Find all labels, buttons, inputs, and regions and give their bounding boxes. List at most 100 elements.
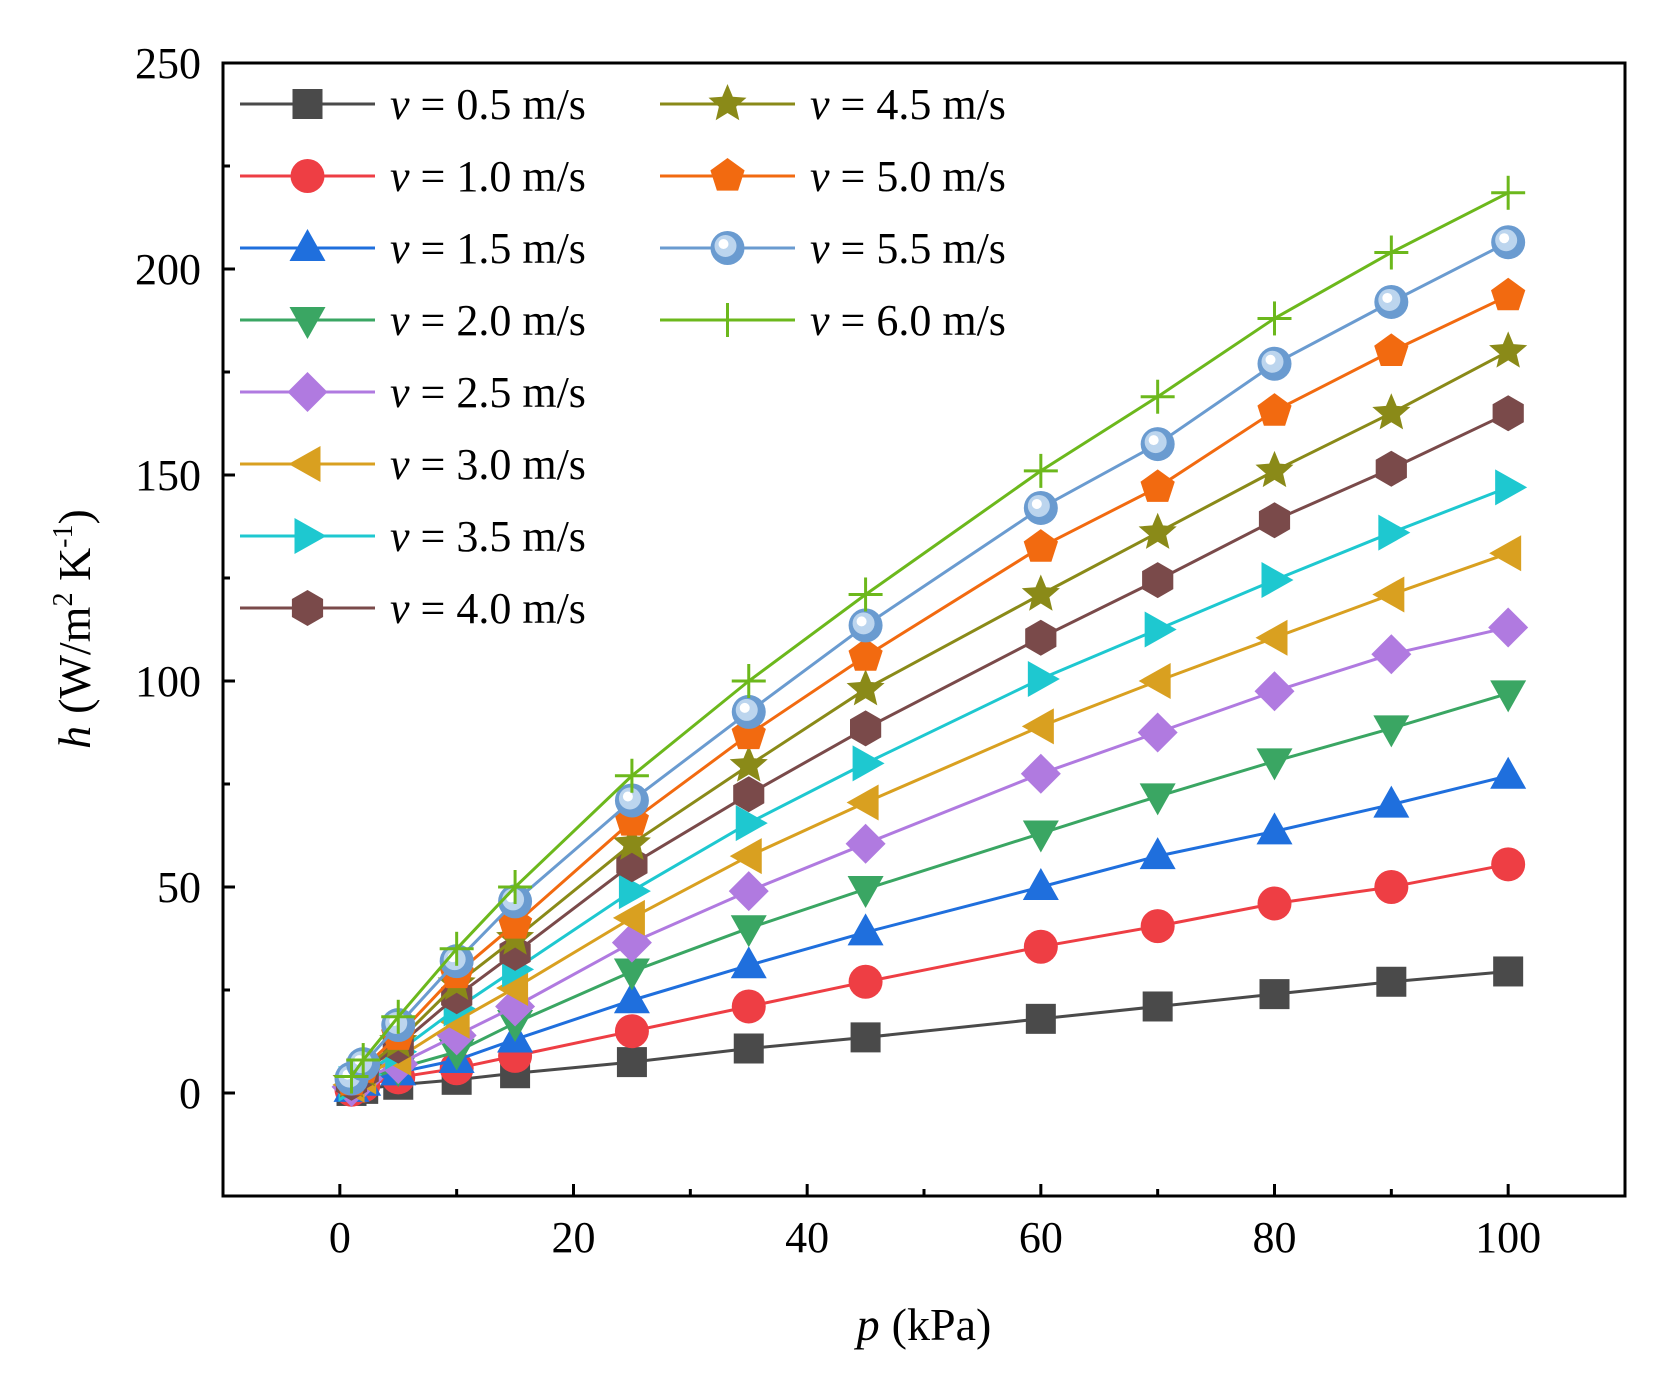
- data-point: [1138, 512, 1177, 549]
- legend-marker: [287, 372, 328, 412]
- legend-v-symbol: v: [390, 368, 410, 417]
- sphere-marker-highlight: [739, 702, 750, 713]
- data-point: [1023, 529, 1058, 562]
- data-point: [1023, 490, 1058, 525]
- data-point: [1142, 562, 1174, 599]
- data-point: [1025, 619, 1057, 656]
- x-axis-symbol: p: [854, 1299, 880, 1350]
- data-point: [1140, 427, 1175, 462]
- data-point: [1490, 756, 1527, 789]
- y-tick-label: 50: [157, 863, 201, 912]
- data-point: [1257, 886, 1292, 921]
- data-point: [612, 899, 645, 936]
- legend-marker: [710, 158, 745, 191]
- data-point: [730, 915, 767, 948]
- legend-item: v = 1.0 m/s: [240, 152, 586, 201]
- data-point: [1378, 514, 1411, 551]
- legend-item: v = 2.0 m/s: [240, 296, 586, 345]
- legend-label: v = 1.0 m/s: [390, 152, 586, 201]
- data-point: [850, 710, 882, 747]
- data-point: [847, 913, 884, 946]
- data-point: [1021, 574, 1060, 611]
- legend-v-value: = 5.5 m/s: [830, 224, 1006, 273]
- legend-v-value: = 1.5 m/s: [410, 224, 586, 273]
- sphere-marker-highlight: [1148, 435, 1159, 446]
- data-point: [852, 745, 885, 782]
- data-point: [1027, 660, 1060, 697]
- data-point: [1022, 868, 1059, 900]
- legend-v-value: = 4.0 m/s: [410, 584, 586, 633]
- data-point: [1491, 175, 1526, 210]
- legend-item: v = 1.5 m/s: [240, 224, 586, 273]
- axes: 0 20 40 60 80 100 0 50 100 150 200 250: [135, 39, 1627, 1262]
- x-tick-label: 0: [329, 1213, 351, 1262]
- data-point: [1140, 379, 1175, 414]
- data-point: [1023, 453, 1058, 488]
- legend-marker: [710, 303, 745, 337]
- data-point: [728, 871, 769, 912]
- sphere-marker-highlight: [1499, 233, 1510, 244]
- legend-marker: [294, 518, 327, 554]
- y-axis-sup-2: -1: [48, 524, 79, 547]
- data-point: [1139, 783, 1176, 816]
- y-axis-unit-end: ): [49, 509, 100, 524]
- data-point: [614, 783, 649, 818]
- sphere-marker-highlight: [622, 791, 633, 802]
- x-tick-label: 60: [1019, 1213, 1063, 1262]
- legend-marker: [291, 590, 324, 626]
- data-point: [1373, 715, 1410, 748]
- legend-label: v = 4.5 m/s: [810, 80, 1006, 129]
- data-point: [848, 608, 883, 643]
- data-point: [1261, 562, 1294, 599]
- data-point: [616, 1047, 647, 1078]
- x-tick-label: 40: [785, 1213, 829, 1262]
- legend-label: v = 3.5 m/s: [390, 512, 586, 561]
- data-point: [1491, 225, 1526, 260]
- data-point: [735, 805, 768, 842]
- data-point: [1259, 979, 1290, 1010]
- legend-v-symbol: v: [810, 224, 830, 273]
- legend-v-symbol: v: [390, 512, 410, 561]
- data-point: [439, 931, 474, 966]
- legend-label: v = 4.0 m/s: [390, 584, 586, 633]
- data-point: [850, 1022, 881, 1053]
- plot-area: [331, 175, 1529, 1108]
- sphere-marker-highlight: [1265, 354, 1276, 365]
- data-point: [614, 758, 649, 793]
- legend-item: v = 3.0 m/s: [240, 440, 586, 489]
- data-point: [1488, 607, 1529, 648]
- legend-v-symbol: v: [810, 296, 830, 345]
- data-point: [496, 969, 529, 1006]
- data-point: [613, 958, 650, 991]
- legend-label: v = 2.5 m/s: [390, 368, 586, 417]
- legend-marker: [289, 229, 326, 261]
- legend-v-value: = 4.5 m/s: [830, 80, 1006, 129]
- x-tick-label: 80: [1253, 1213, 1297, 1262]
- data-point: [439, 944, 474, 979]
- data-point: [733, 776, 765, 813]
- data-point: [848, 964, 883, 999]
- y-tick-label: 250: [135, 39, 201, 88]
- data-point: [1374, 235, 1409, 270]
- data-point: [1257, 346, 1292, 381]
- y-axis-unit-main: (W/m: [49, 606, 100, 714]
- legend-v-symbol: v: [390, 80, 410, 129]
- data-point: [1489, 331, 1528, 368]
- legend-v-symbol: v: [390, 440, 410, 489]
- data-point: [614, 1014, 649, 1049]
- data-point: [1142, 991, 1173, 1022]
- data-point: [612, 823, 651, 860]
- legend-v-symbol: v: [390, 224, 410, 273]
- legend-v-value: = 1.0 m/s: [410, 152, 586, 201]
- legend-marker: [708, 84, 747, 121]
- data-point: [613, 981, 650, 1014]
- data-point: [346, 1043, 381, 1078]
- data-point: [846, 784, 879, 821]
- legend-label: v = 6.0 m/s: [810, 296, 1006, 345]
- data-point: [1492, 395, 1524, 432]
- legend-item: v = 5.0 m/s: [660, 152, 1006, 201]
- data-point: [1138, 663, 1171, 699]
- data-point: [730, 946, 767, 979]
- y-axis-sup-1: 2: [48, 593, 79, 607]
